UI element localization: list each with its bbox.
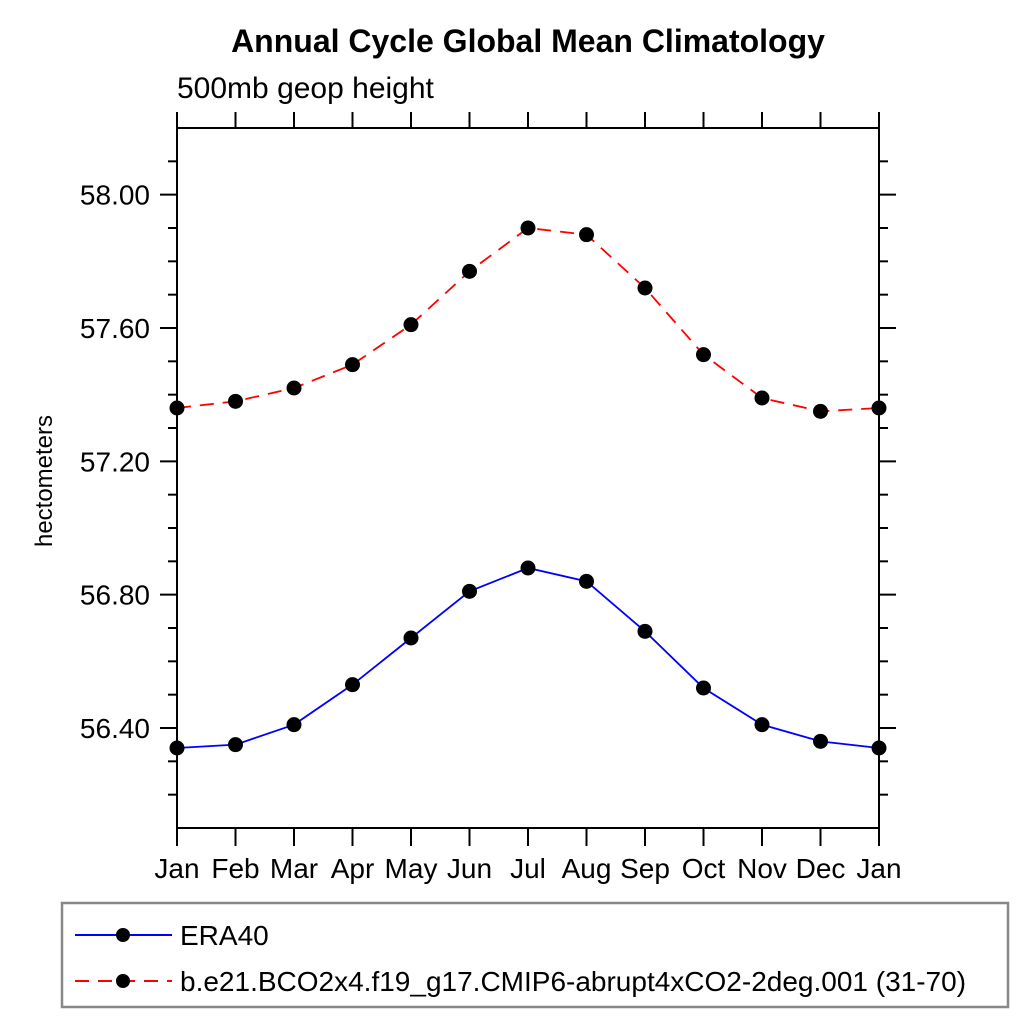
legend-border — [60, 901, 1010, 1009]
data-point — [462, 583, 477, 599]
data-point — [462, 263, 477, 279]
x-tick-labels: Jan Feb Mar Apr May Jun Jul Aug Sep Oct Nov Dec Jan — [154, 853, 901, 884]
svg-text:Jul: Jul — [510, 853, 546, 884]
data-point — [520, 220, 536, 236]
legend-marker-era40 — [116, 928, 130, 942]
svg-text:Oct: Oct — [682, 853, 726, 884]
chart-title: Annual Cycle Global Mean Climatology — [231, 23, 825, 59]
data-point-markers — [169, 220, 887, 756]
data-point — [345, 357, 360, 373]
svg-text:57.60: 57.60 — [80, 313, 150, 344]
data-point — [754, 717, 770, 733]
data-point — [520, 560, 536, 576]
svg-text:Jun: Jun — [447, 853, 492, 884]
data-point — [871, 400, 887, 416]
data-series-lines — [176, 227, 880, 749]
data-point — [579, 227, 594, 243]
series-line-1 — [176, 227, 880, 413]
data-point — [696, 680, 711, 696]
series-line-0 — [176, 567, 880, 749]
data-point — [813, 733, 828, 749]
svg-text:Mar: Mar — [270, 853, 318, 884]
svg-text:Nov: Nov — [737, 853, 787, 884]
data-point — [169, 400, 185, 416]
svg-text:Apr: Apr — [331, 853, 375, 884]
legend-marker-model — [116, 974, 130, 988]
data-point — [228, 737, 243, 753]
svg-text:Jan: Jan — [154, 853, 199, 884]
data-point — [403, 317, 419, 333]
data-point — [228, 393, 243, 409]
data-point — [754, 390, 770, 406]
data-point — [169, 740, 185, 756]
y-axis-label: hectometers — [31, 415, 58, 547]
data-point — [813, 403, 828, 419]
legend-label-era40: ERA40 — [180, 920, 269, 951]
chart-subtitle: 500mb geop height — [177, 72, 435, 105]
svg-text:Feb: Feb — [211, 853, 259, 884]
svg-text:57.20: 57.20 — [80, 446, 150, 477]
svg-text:58.00: 58.00 — [80, 180, 150, 211]
data-point — [345, 677, 360, 693]
svg-text:Jan: Jan — [856, 853, 901, 884]
data-point — [286, 717, 302, 733]
svg-text:56.80: 56.80 — [80, 580, 150, 611]
x-tick-marks — [176, 112, 880, 846]
svg-text:May: May — [385, 853, 438, 884]
svg-text:Dec: Dec — [796, 853, 846, 884]
data-point — [579, 573, 594, 589]
svg-text:Aug: Aug — [562, 853, 612, 884]
data-point — [637, 623, 653, 639]
y-tick-marks — [160, 160, 896, 796]
svg-text:Sep: Sep — [620, 853, 670, 884]
data-point — [637, 280, 653, 296]
y-tick-labels: 58.00 57.60 57.20 56.80 56.40 — [80, 180, 150, 744]
data-point — [286, 380, 302, 396]
data-point — [403, 630, 419, 646]
legend-label-model: b.e21.BCO2x4.f19_g17.CMIP6-abrupt4xCO2-2… — [180, 966, 966, 997]
data-point — [871, 740, 887, 756]
svg-text:56.40: 56.40 — [80, 713, 150, 744]
legend-box: ERA40 b.e21.BCO2x4.f19_g17.CMIP6-abrupt4… — [60, 901, 1010, 1009]
data-point — [696, 347, 711, 363]
